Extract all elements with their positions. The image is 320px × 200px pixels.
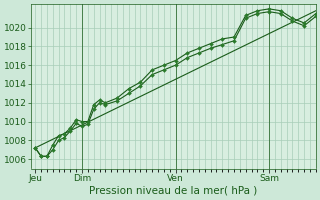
X-axis label: Pression niveau de la mer( hPa ): Pression niveau de la mer( hPa ) — [90, 186, 258, 196]
